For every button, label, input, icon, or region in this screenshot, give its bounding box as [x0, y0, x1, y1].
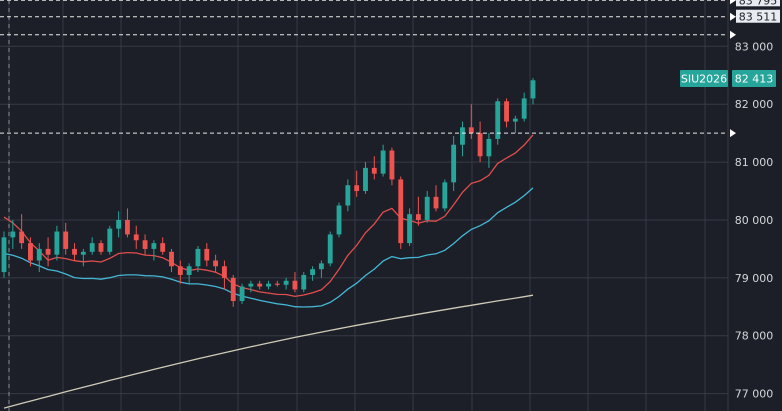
candle-body-2	[19, 231, 25, 244]
candle-body-24	[213, 260, 219, 267]
y-tick-label-4: 81 000	[735, 156, 774, 169]
candles	[1, 78, 536, 307]
candle-body-58	[512, 118, 518, 122]
level-marker-1	[730, 12, 736, 21]
candle-body-44	[389, 150, 395, 180]
y-tick-label-2: 79 000	[735, 272, 774, 285]
ma-fast-line	[3, 134, 534, 298]
candle-body-9	[80, 251, 86, 255]
candle-body-42	[371, 167, 377, 174]
candle-body-14	[125, 219, 130, 235]
candle-body-40	[354, 185, 360, 192]
candle-body-11	[98, 243, 104, 252]
y-tick-label-6: 83 000	[735, 40, 774, 53]
candle-body-23	[204, 248, 210, 261]
price-tags: SIU2026 82 413	[680, 70, 776, 87]
y-tick-label-5: 82 000	[735, 98, 774, 111]
candle-body-32	[283, 280, 289, 285]
candle-body-13	[116, 219, 122, 229]
candle-body-26	[230, 277, 236, 302]
level-tag-bg-0	[736, 0, 780, 7]
candle-body-0	[1, 237, 7, 273]
candle-body-8	[72, 248, 77, 255]
candle-body-19	[169, 251, 174, 267]
candle-body-4	[36, 248, 42, 261]
horizontal-levels: 83 795 83 511	[0, 0, 780, 138]
candle-body-34	[301, 274, 307, 290]
candle-body-51	[451, 144, 457, 183]
candle-body-55	[486, 138, 492, 157]
moving-averages	[3, 134, 534, 409]
candle-body-21	[186, 266, 192, 275]
ma-mid-line	[3, 187, 534, 308]
symbol-tag-bg	[680, 70, 728, 87]
candle-body-41	[363, 167, 368, 192]
level-marker-3	[730, 129, 736, 138]
level-marker-0	[730, 0, 736, 5]
candle-body-60	[530, 80, 536, 99]
candle-body-46	[407, 214, 412, 244]
candle-body-33	[292, 280, 298, 290]
symbol-tag: SIU2026	[681, 73, 727, 86]
candle-body-25	[221, 266, 227, 278]
candle-body-18	[160, 243, 166, 252]
candle-body-3	[28, 243, 33, 261]
candle-body-37	[327, 234, 333, 264]
candle-body-35	[310, 269, 316, 275]
candle-body-27	[239, 286, 245, 302]
candle-body-15	[133, 234, 139, 241]
candle-body-12	[107, 228, 113, 252]
candle-body-54	[477, 133, 483, 157]
last-price-tag: 82 413	[735, 73, 774, 86]
level-tag-1: 83 511	[739, 11, 778, 24]
price-axis[interactable]: 77 000 78 000 79 000 80 000 81 000 82 000 83 0…	[727, 0, 774, 411]
candle-body-56	[495, 101, 501, 139]
y-tick-label-0: 77 000	[735, 388, 774, 401]
candle-body-20	[177, 266, 183, 275]
last-price-tag-bg	[732, 70, 776, 87]
candle-body-47	[415, 214, 421, 220]
candle-body-6	[54, 231, 60, 255]
candle-body-5	[45, 248, 51, 255]
candle-body-7	[63, 231, 69, 249]
candle-body-50	[442, 182, 448, 209]
level-tag-0: 83 795	[739, 0, 778, 7]
y-tick-label-3: 80 000	[735, 214, 774, 227]
candle-body-52	[460, 127, 465, 145]
candle-body-31	[274, 283, 280, 285]
grid	[0, 0, 728, 411]
candle-body-29	[257, 283, 263, 287]
candle-body-16	[142, 240, 148, 249]
candle-body-22	[195, 248, 201, 267]
candle-body-17	[151, 243, 157, 249]
candle-body-10	[89, 243, 95, 252]
y-tick-label-1: 78 000	[735, 330, 774, 343]
candle-body-57	[504, 101, 509, 122]
candle-body-36	[318, 263, 324, 270]
candle-body-30	[266, 283, 271, 287]
level-tag-bg-1	[736, 9, 780, 23]
candle-body-43	[380, 150, 386, 174]
level-marker-2	[730, 30, 736, 39]
candle-body-45	[398, 179, 404, 244]
candle-body-39	[345, 185, 351, 206]
candle-body-38	[336, 205, 342, 235]
candle-body-53	[468, 127, 474, 134]
candle-body-48	[424, 196, 430, 220]
candle-body-1	[10, 231, 16, 238]
candle-body-49	[433, 196, 439, 209]
candle-body-59	[521, 98, 527, 119]
candle-body-28	[248, 283, 254, 287]
ma-slow-line	[3, 294, 534, 409]
